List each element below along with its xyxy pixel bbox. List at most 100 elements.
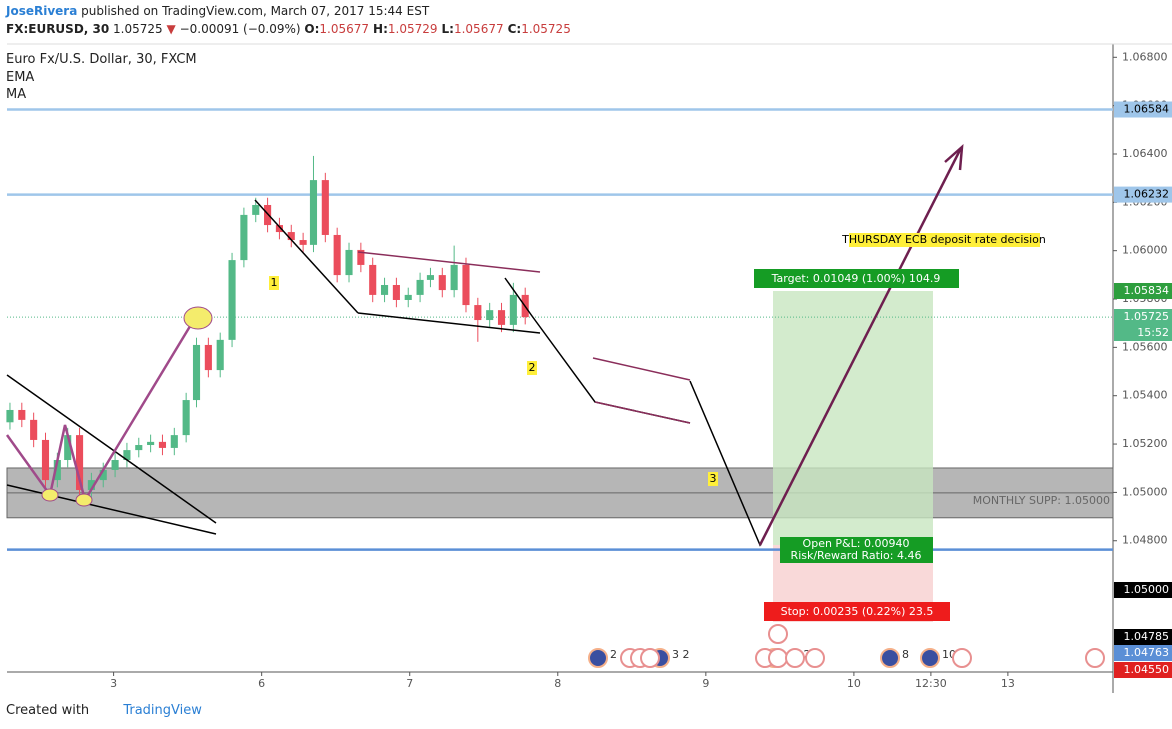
price-badge-label: 1.05725 [1124,310,1170,323]
symbol: FX:EURUSD, 30 [6,22,110,36]
candle-body [87,480,95,490]
y-tick-label: 1.05400 [1122,389,1168,402]
legend-main: Euro Fx/U.S. Dollar, 30, FXCM [6,52,197,67]
candle-body [18,409,26,420]
x-tick-label: 6 [258,677,265,690]
candle-body [333,234,341,276]
event-icon [880,648,900,668]
target-area [773,291,933,545]
legend-ma: MA [6,87,27,102]
event-flag [768,648,788,668]
event-icon [588,648,608,668]
note: 3 [710,472,717,485]
ohlc-value: 1.05677 [319,22,370,36]
last: 1.05725 [113,22,163,36]
candle-body [182,400,190,436]
candle-body [426,275,435,280]
ohlc-key: L: [441,22,454,36]
stop-label: Stop: 0.00235 (0.22%) 23.5 [781,605,934,618]
candle-body [158,441,167,448]
highlight [75,493,93,507]
candle-body [99,469,107,481]
trend-line [6,374,217,524]
price-badge-label: 15:52 [1137,326,1169,339]
drawings: 1 2 3 THURSDAY ECB deposit rate decision Tar… [5,143,1105,668]
arrow: ▼ [166,22,176,36]
candle-body [392,284,400,300]
candle-body [509,294,517,325]
event-count: 2 [610,648,617,661]
candle-body [264,204,272,226]
price-badge [1114,101,1172,118]
event-flag [768,624,788,644]
x-tick-label: 8 [554,677,561,690]
trend-line [254,199,359,314]
candle-body [438,275,446,291]
candle-body [123,450,131,461]
candle-body [369,264,377,295]
ohlc-value: 1.05729 [387,22,438,36]
quote-line: FX:EURUSD, 30 1.05725 ▼ −0.00091 (−0.09%… [6,22,575,36]
x-tick-label: 13 [1001,677,1015,690]
channel-line [594,401,691,424]
footer: Created with TradingView [6,703,202,718]
ohlc-value: 1.05725 [521,22,571,36]
event-flag [785,648,805,668]
ohlc: O:1.05677 H:1.05729 L:1.05677 C:1.05725 [304,22,574,36]
candle-body [299,240,307,245]
candle-body [53,460,61,481]
publish-line: JoseRivera published on TradingView.com,… [6,4,429,18]
price-badge [1114,645,1172,661]
candle-body [111,460,119,470]
event-flag [640,648,660,668]
event-flag [952,648,972,668]
candle-body [416,279,424,295]
pattern [5,317,197,504]
candle-body [486,310,494,321]
zone-label: MONTHLY SUPP: 1.05000 [973,494,1110,507]
x-tick-label: 3 [110,677,117,690]
x-tick-label: 9 [702,677,709,690]
event-count: 3 2 [672,648,690,661]
chart: MONTHLY SUPP: 1.05000 1 2 3 THURSDAY ECB de… [5,43,1172,693]
axis-labels: 1.068001.066001.064001.062001.060001.058… [110,50,1172,690]
target-label: Target: 0.01049 (1.00%) 104.9 [771,272,941,285]
price-badge [1114,283,1172,299]
price-badge [1114,582,1172,598]
price-badge [1114,662,1172,678]
price-badge-label: 1.04550 [1124,663,1170,676]
candle-body [192,344,201,401]
author[interactable]: JoseRivera [6,4,78,18]
note-bg [527,361,537,375]
candle-body [275,225,283,233]
candle-body [135,445,143,451]
y-tick-label: 1.05600 [1122,340,1168,353]
published: published on TradingView.com, March 07, … [81,4,430,18]
price-badge-label: 1.04763 [1124,646,1170,659]
price-badge-label: 1.04785 [1124,630,1170,643]
price-badge [1114,186,1172,203]
ohlc-key: C: [507,22,522,36]
event-icon [920,648,940,668]
candle-body [216,339,224,371]
price-badge-label: 1.05834 [1124,284,1170,297]
brand[interactable]: TradingView [123,703,202,718]
ohlc-key: H: [373,22,388,36]
candle-body [204,344,212,371]
candle-body [345,249,353,276]
note-bg [708,472,718,486]
candle-body [309,180,318,245]
note: 2 [529,361,536,374]
y-tick-label: 1.06800 [1122,50,1168,63]
x-tick-label: 10 [847,677,861,690]
legend-ema: EMA [6,70,35,85]
x-tick-label: 7 [406,677,413,690]
pnl-bg [780,537,933,563]
candle-body [240,214,248,261]
candle-body [30,419,38,440]
candle-body [252,204,260,215]
arrow-head [944,143,964,171]
channel-line [592,357,691,381]
event-flag [805,648,825,668]
